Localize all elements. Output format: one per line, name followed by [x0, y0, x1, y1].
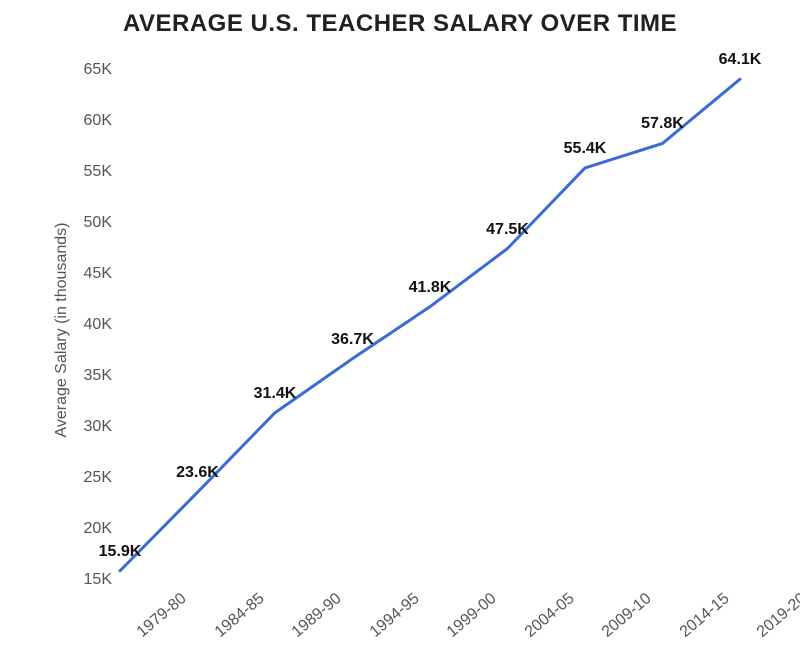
y-tick-label: 60K [84, 112, 112, 130]
y-tick-label: 55K [84, 163, 112, 181]
y-tick-label: 25K [84, 469, 112, 487]
data-label: 55.4K [564, 140, 607, 158]
x-tick-label: 2009-10 [599, 590, 656, 642]
series-line [120, 79, 740, 571]
chart-title: AVERAGE U.S. TEACHER SALARY OVER TIME [0, 10, 800, 38]
x-tick-label: 1989-90 [289, 590, 346, 642]
y-tick-label: 15K [84, 571, 112, 589]
x-tick-label: 1984-85 [211, 590, 268, 642]
data-label: 31.4K [254, 385, 297, 403]
x-tick-label: 1994-95 [366, 590, 423, 642]
plot-area: 15K20K25K30K35K40K45K50K55K60K65K1979-80… [120, 70, 740, 580]
y-tick-label: 50K [84, 214, 112, 232]
x-tick-label: 2019-20 [754, 590, 800, 642]
data-label: 57.8K [641, 115, 684, 133]
y-tick-label: 40K [84, 316, 112, 334]
y-tick-label: 20K [84, 520, 112, 538]
y-tick-label: 30K [84, 418, 112, 436]
data-label: 23.6K [176, 464, 219, 482]
data-label: 41.8K [409, 279, 452, 297]
data-label: 36.7K [331, 331, 374, 349]
y-tick-label: 45K [84, 265, 112, 283]
data-label: 64.1K [719, 51, 762, 69]
data-label: 15.9K [99, 543, 142, 561]
y-tick-label: 65K [84, 61, 112, 79]
line-layer [120, 70, 740, 580]
x-tick-label: 1979-80 [134, 590, 191, 642]
data-label: 47.5K [486, 221, 529, 239]
x-tick-label: 1999-00 [444, 590, 501, 642]
x-tick-label: 2004-05 [521, 590, 578, 642]
x-tick-label: 2014-15 [676, 590, 733, 642]
y-axis-title: Average Salary (in thousands) [53, 223, 71, 438]
y-tick-label: 35K [84, 367, 112, 385]
